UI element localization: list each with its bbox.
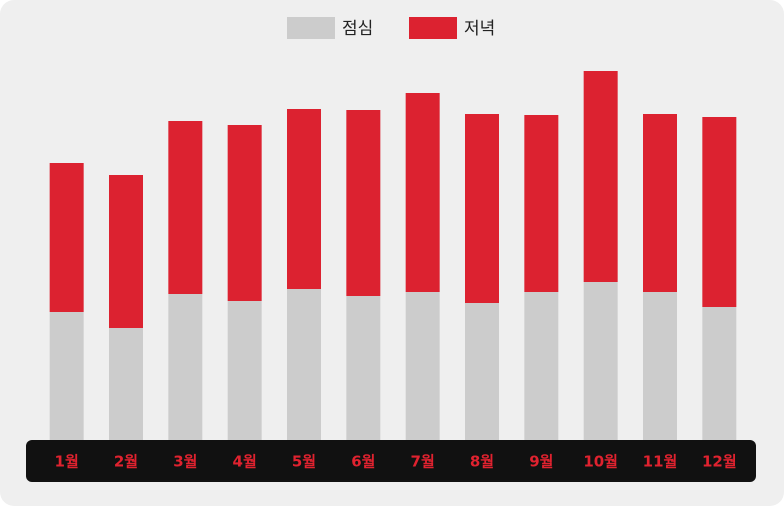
bar-segment (168, 294, 203, 440)
bar-segment (49, 312, 84, 440)
bar-segment (702, 117, 737, 307)
bar-segment (287, 109, 321, 289)
bar-segment (583, 71, 618, 282)
x-tick-label: 4월 (233, 453, 257, 471)
bar-segment (49, 163, 84, 312)
bar-segment (109, 175, 143, 328)
legend-swatch (409, 17, 457, 39)
bar-segment (227, 301, 262, 440)
x-tick-label: 11월 (643, 453, 678, 471)
bar-segment (168, 121, 203, 294)
bar-segment (346, 110, 381, 296)
x-tick-label: 7월 (411, 453, 435, 471)
bar-segment (643, 114, 677, 292)
x-tick-label: 6월 (351, 453, 375, 471)
bar-segment (524, 292, 559, 440)
bar-segment (109, 328, 143, 440)
bar-segment (405, 93, 440, 292)
bar-segment (465, 114, 499, 303)
x-tick-label: 5월 (292, 453, 316, 471)
x-tick-label: 3월 (173, 453, 197, 471)
bar-segment (346, 296, 381, 440)
bar-segment (702, 307, 737, 440)
bar-segment (287, 289, 321, 440)
bar-segment (583, 282, 618, 440)
x-tick-label: 12월 (702, 453, 737, 471)
label-strip (26, 440, 756, 482)
legend-swatch (287, 17, 335, 39)
x-tick-label: 1월 (55, 453, 79, 471)
bar-segment (643, 292, 677, 440)
legend-label: 점심 (342, 19, 373, 39)
x-tick-label: 2월 (114, 453, 138, 471)
bar-segment (227, 125, 262, 301)
x-tick-label: 8월 (470, 453, 494, 471)
legend-label: 저녁 (464, 19, 495, 39)
bar-segment (405, 292, 440, 440)
bar-segment (524, 115, 559, 292)
bar-segment (465, 303, 499, 440)
x-tick-label: 10월 (583, 453, 618, 471)
x-tick-label: 9월 (529, 453, 553, 471)
